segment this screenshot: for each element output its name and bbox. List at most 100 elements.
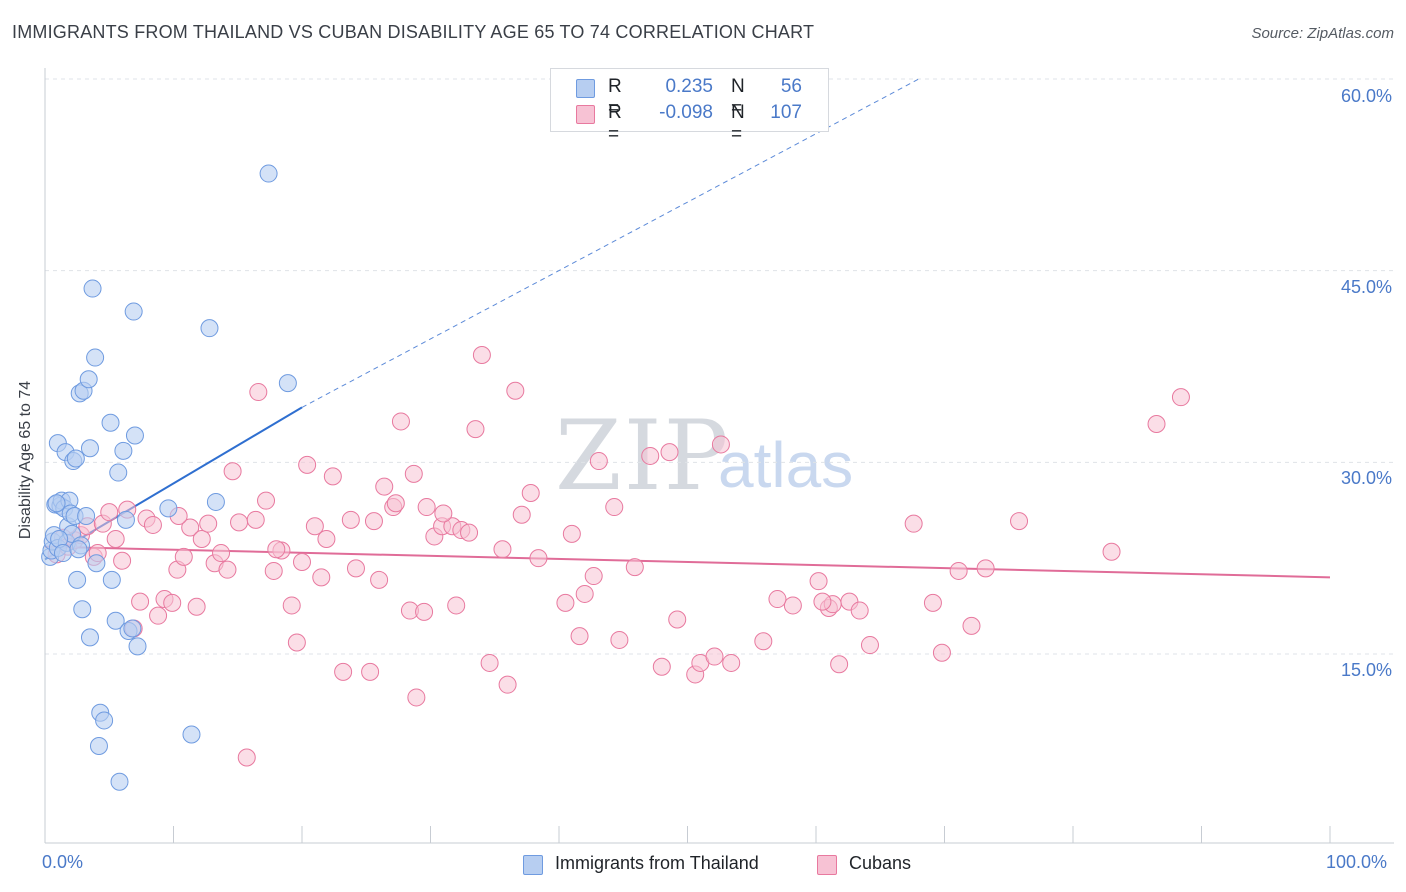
cubans-point [480,653,499,672]
cubans-point [1010,512,1029,531]
cubans-point [722,653,741,672]
cubans-point [282,596,301,615]
y-tick-label: 60.0% [1340,86,1392,106]
cubans-point [466,420,485,439]
cubans-point [407,688,426,707]
cubans-point [949,561,968,580]
cubans-point [472,346,491,364]
cubans-point [386,494,405,513]
thailand-point [106,611,125,630]
thailand-point [200,319,219,338]
thailand-point [77,507,96,525]
thailand-point [73,600,92,619]
cubans-point [293,553,311,571]
cubans-point [668,610,687,629]
n-label: N = [731,102,745,145]
cubans-point [660,443,679,462]
thailand-swatch [576,79,595,98]
thailand-point [83,279,102,298]
thailand-point [125,426,144,445]
cubans-point [605,498,624,517]
cubans-point [652,657,671,676]
cubans-point [1171,388,1190,407]
trend-lines [44,78,1331,579]
thailand-point [95,711,114,730]
cubans-point [556,593,575,612]
legend-label: Immigrants from Thailand [555,853,759,873]
thailand-point [102,570,121,589]
cubans-point [783,596,802,615]
thailand-point [278,374,297,393]
thailand-point [114,441,133,460]
cubans-point [370,570,389,589]
cubans-point [267,540,286,559]
cubans-point [830,655,849,674]
thailand-legend-swatch [523,855,543,875]
chart-title: IMMIGRANTS FROM THAILAND VS CUBAN DISABI… [12,22,815,42]
cubans-point [113,551,132,570]
n-label: N = [731,76,745,119]
cubans-point [391,412,410,431]
thailand-points [41,164,297,791]
cubans-point [223,462,242,481]
y-tick-label: 30.0% [1340,468,1392,488]
cubans-point [143,515,162,534]
y-tick-label: 15.0% [1340,660,1392,680]
thailand-point [68,570,87,589]
thailand-point [110,772,129,791]
cubans-points [47,346,1190,767]
thailand-point [206,492,225,511]
cubans-point [562,524,581,543]
n-value: 56 [780,76,802,97]
thailand-point [53,544,72,563]
cubans-point [298,455,317,474]
cubans-point [809,572,828,591]
cubans-point [1147,415,1166,433]
cubans-point [257,491,276,510]
thailand-point [101,413,120,432]
stats-box: R = 0.235 N = 56 R = -0.098 N = 107 [550,68,829,145]
cubans-point [498,675,517,694]
cubans-point [181,518,200,537]
cubans-point [529,549,548,568]
cubans-point [317,530,336,548]
cubans-point [163,593,182,612]
cubans-point [447,596,466,615]
cubans-point [754,632,773,651]
cubans-point [131,592,150,611]
cubans-point [305,517,324,536]
cubans-point [976,559,995,578]
thailand-point [123,619,142,638]
thailand-point [80,628,99,647]
cubans-point [711,435,730,454]
cubans-point [237,748,256,767]
cubans-point [460,523,479,542]
r-label: R = [608,76,622,119]
thailand-point [116,510,135,529]
cubans-point [230,513,249,532]
cubans-point [705,647,724,666]
thailand-point [124,302,143,321]
cubans-point [199,514,218,533]
r-value: -0.098 [659,102,713,123]
x-tick-label-min: 0.0% [42,852,84,872]
thailand-point [109,463,128,482]
thailand-point [47,494,66,513]
cubans-point [506,381,525,400]
cubans-point [589,452,608,471]
thailand-point [182,725,201,744]
cubans-point [415,602,434,621]
cubans-point [192,530,211,548]
cubans-point [962,616,981,635]
cubans-point [521,484,540,502]
cubans-point [341,510,360,529]
thailand-point [87,554,106,573]
thailand-point [66,449,85,468]
cubans-point [625,558,644,577]
thailand-point [159,499,178,518]
y-tick-label: 45.0% [1340,277,1392,297]
cubans-point [312,568,331,587]
cubans-point [212,544,231,563]
cubans-point [1102,542,1121,561]
thailand-point [69,540,88,559]
